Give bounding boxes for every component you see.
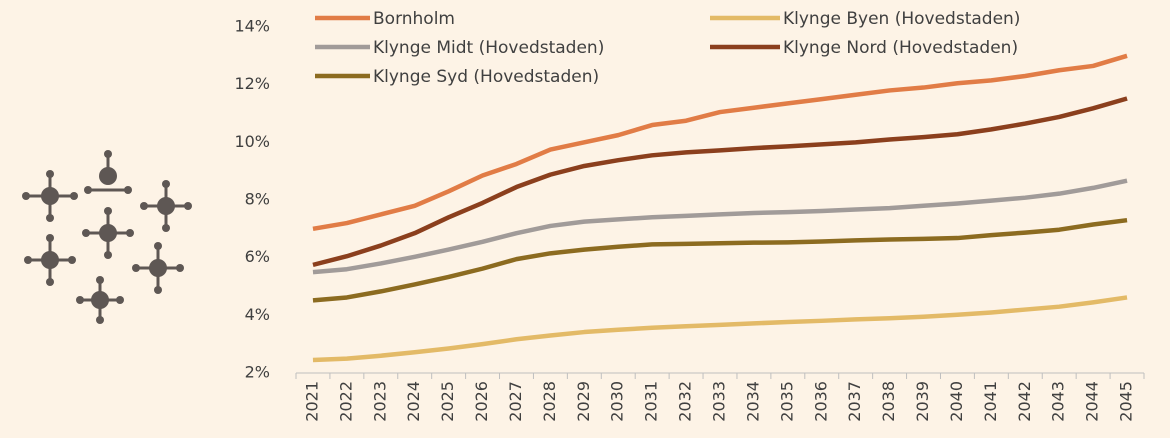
legend-label: Klynge Nord (Hovedstaden) <box>783 38 1018 58</box>
x-tick-label: 2042 <box>1015 381 1034 422</box>
x-tick-label: 2033 <box>710 381 729 422</box>
x-tick-label: 2044 <box>1083 381 1102 422</box>
y-tick-label: 6% <box>245 247 270 266</box>
series-line <box>312 295 1128 363</box>
y-tick-label: 10% <box>234 132 270 151</box>
x-tick-label: 2037 <box>845 381 864 422</box>
y-tick-label: 2% <box>245 363 270 382</box>
x-tick-label: 2025 <box>438 381 457 422</box>
series-line <box>312 53 1128 232</box>
y-tick-label: 4% <box>245 305 270 324</box>
y-tick-label: 8% <box>245 190 270 209</box>
series-line <box>312 96 1128 268</box>
x-tick-label: 2021 <box>302 381 321 422</box>
x-tick-label: 2026 <box>472 381 491 422</box>
legend-label: Klynge Byen (Hovedstaden) <box>783 9 1020 29</box>
x-tick-label: 2036 <box>811 381 830 422</box>
molecule-icons <box>22 150 192 324</box>
x-tick-label: 2032 <box>676 381 695 422</box>
y-tick-label: 12% <box>234 74 270 93</box>
x-tick-label: 2040 <box>947 381 966 422</box>
x-tick-label: 2023 <box>370 381 389 422</box>
legend-label: Klynge Midt (Hovedstaden) <box>373 38 604 58</box>
x-tick-label: 2031 <box>642 381 661 422</box>
legend-label: Bornholm <box>373 9 455 29</box>
series-line <box>312 178 1128 275</box>
x-tick-label: 2028 <box>540 381 559 422</box>
x-tick-label: 2022 <box>336 381 355 422</box>
x-tick-label: 2045 <box>1117 381 1136 422</box>
x-tick-label: 2035 <box>777 381 796 422</box>
x-tick-label: 2027 <box>506 381 525 422</box>
x-tick-label: 2024 <box>404 381 423 422</box>
x-tick-label: 2038 <box>879 381 898 422</box>
x-tick-label: 2034 <box>743 381 762 422</box>
x-tick-label: 2041 <box>981 381 1000 422</box>
x-tick-label: 2043 <box>1049 381 1068 422</box>
x-tick-label: 2030 <box>608 381 627 422</box>
x-tick-label: 2039 <box>913 381 932 422</box>
legend-label: Klynge Syd (Hovedstaden) <box>373 67 599 87</box>
x-tick-label: 2029 <box>574 381 593 422</box>
y-tick-label: 14% <box>234 17 270 36</box>
series-line <box>312 217 1128 303</box>
